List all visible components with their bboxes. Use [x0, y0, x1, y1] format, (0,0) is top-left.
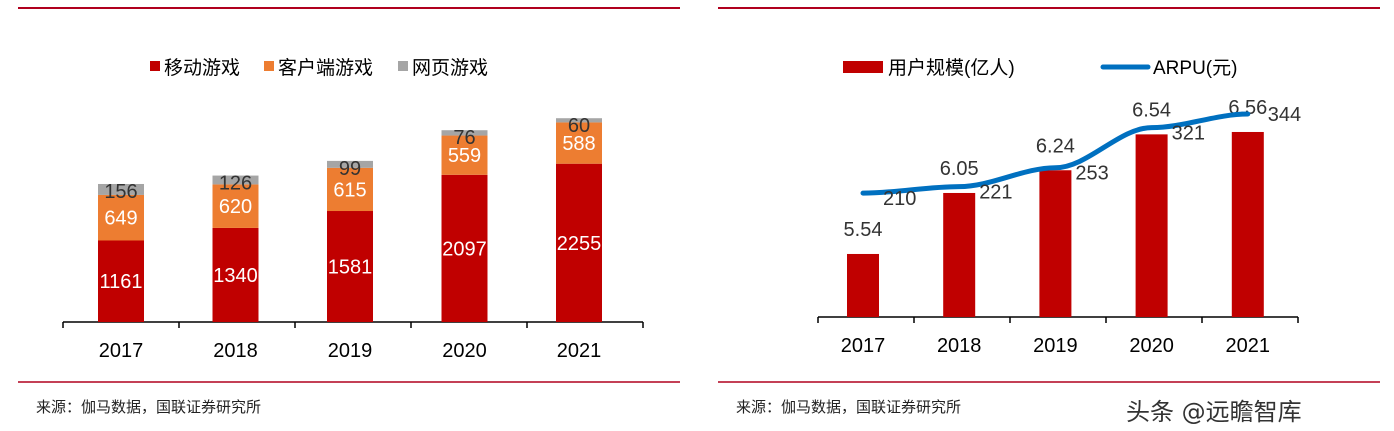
x-tick-label: 2021 — [1226, 335, 1271, 357]
data-label: 99 — [339, 158, 361, 180]
bar-users-2018 — [943, 192, 976, 317]
source-note-right: 来源：伽马数据，国联证券研究所 — [736, 398, 962, 416]
legend-swatch-users — [843, 61, 883, 73]
bar-mobile-2017 — [98, 240, 144, 322]
x-tick-label: 2019 — [328, 340, 373, 362]
bar-client-2019 — [327, 167, 373, 212]
data-label: 620 — [219, 196, 252, 218]
data-label: 649 — [104, 208, 137, 230]
watermark: 头条 @远瞻智库 — [1126, 398, 1302, 426]
legend-label: 客户端游戏 — [278, 57, 373, 79]
data-label-users: 6.05 — [940, 158, 979, 180]
legend-label: 网页游戏 — [412, 57, 488, 79]
x-tick-label: 2018 — [213, 340, 258, 362]
data-label: 1161 — [99, 271, 142, 293]
bar-users-2021 — [1231, 131, 1264, 317]
legend-label: ARPU(元) — [1153, 58, 1237, 79]
legend-swatch — [150, 61, 160, 71]
data-label-users: 5.54 — [844, 219, 883, 241]
bar-client-2018 — [212, 184, 259, 228]
data-label: 615 — [333, 179, 366, 201]
source-note-left: 来源：伽马数据，国联证券研究所 — [36, 398, 262, 416]
data-label-arpu: 221 — [979, 182, 1012, 204]
legend-swatch — [264, 61, 274, 71]
data-label: 559 — [448, 145, 481, 167]
x-tick-label: 2021 — [557, 340, 602, 362]
bar-web-2018 — [212, 175, 259, 185]
data-label: 1581 — [328, 257, 373, 279]
data-label: 2255 — [557, 233, 602, 255]
bar-mobile-2020 — [441, 174, 488, 322]
data-label: 60 — [568, 115, 590, 137]
data-label-arpu: 321 — [1172, 123, 1205, 145]
legend-label: 移动游戏 — [164, 57, 240, 79]
legend-label: 用户规模(亿人) — [888, 57, 1015, 79]
arpu-line — [860, 111, 1251, 196]
legend-swatch — [398, 61, 408, 71]
data-label: 2097 — [442, 238, 487, 260]
data-label: 126 — [219, 173, 252, 195]
data-label-arpu: 210 — [883, 188, 916, 210]
x-tick-label: 2020 — [442, 340, 487, 362]
bar-users-2017 — [847, 253, 879, 317]
bar-users-2019 — [1039, 170, 1072, 317]
x-tick-label: 2017 — [99, 340, 144, 362]
bar-client-2021 — [556, 122, 602, 164]
data-label: 588 — [562, 133, 595, 155]
bar-web-2020 — [441, 130, 488, 136]
bar-client-2017 — [98, 194, 144, 241]
bar-web-2019 — [327, 160, 373, 168]
data-label-arpu: 344 — [1268, 104, 1301, 126]
data-label-users: 6.24 — [1036, 135, 1075, 157]
bar-web-2021 — [556, 118, 602, 123]
bar-users-2020 — [1135, 134, 1168, 317]
x-tick-label: 2018 — [937, 335, 982, 357]
data-label: 76 — [453, 127, 475, 149]
data-label: 1340 — [213, 265, 258, 287]
data-label-arpu: 253 — [1075, 163, 1108, 185]
bar-mobile-2019 — [327, 211, 373, 322]
data-label: 156 — [104, 181, 137, 203]
x-tick-label: 2020 — [1129, 335, 1174, 357]
x-tick-label: 2017 — [841, 335, 886, 357]
bar-client-2020 — [441, 135, 488, 175]
x-tick-label: 2019 — [1033, 335, 1078, 357]
bar-mobile-2018 — [212, 227, 259, 322]
data-label-users: 6.54 — [1132, 99, 1171, 121]
bar-web-2017 — [98, 183, 144, 195]
bar-mobile-2021 — [556, 163, 602, 322]
